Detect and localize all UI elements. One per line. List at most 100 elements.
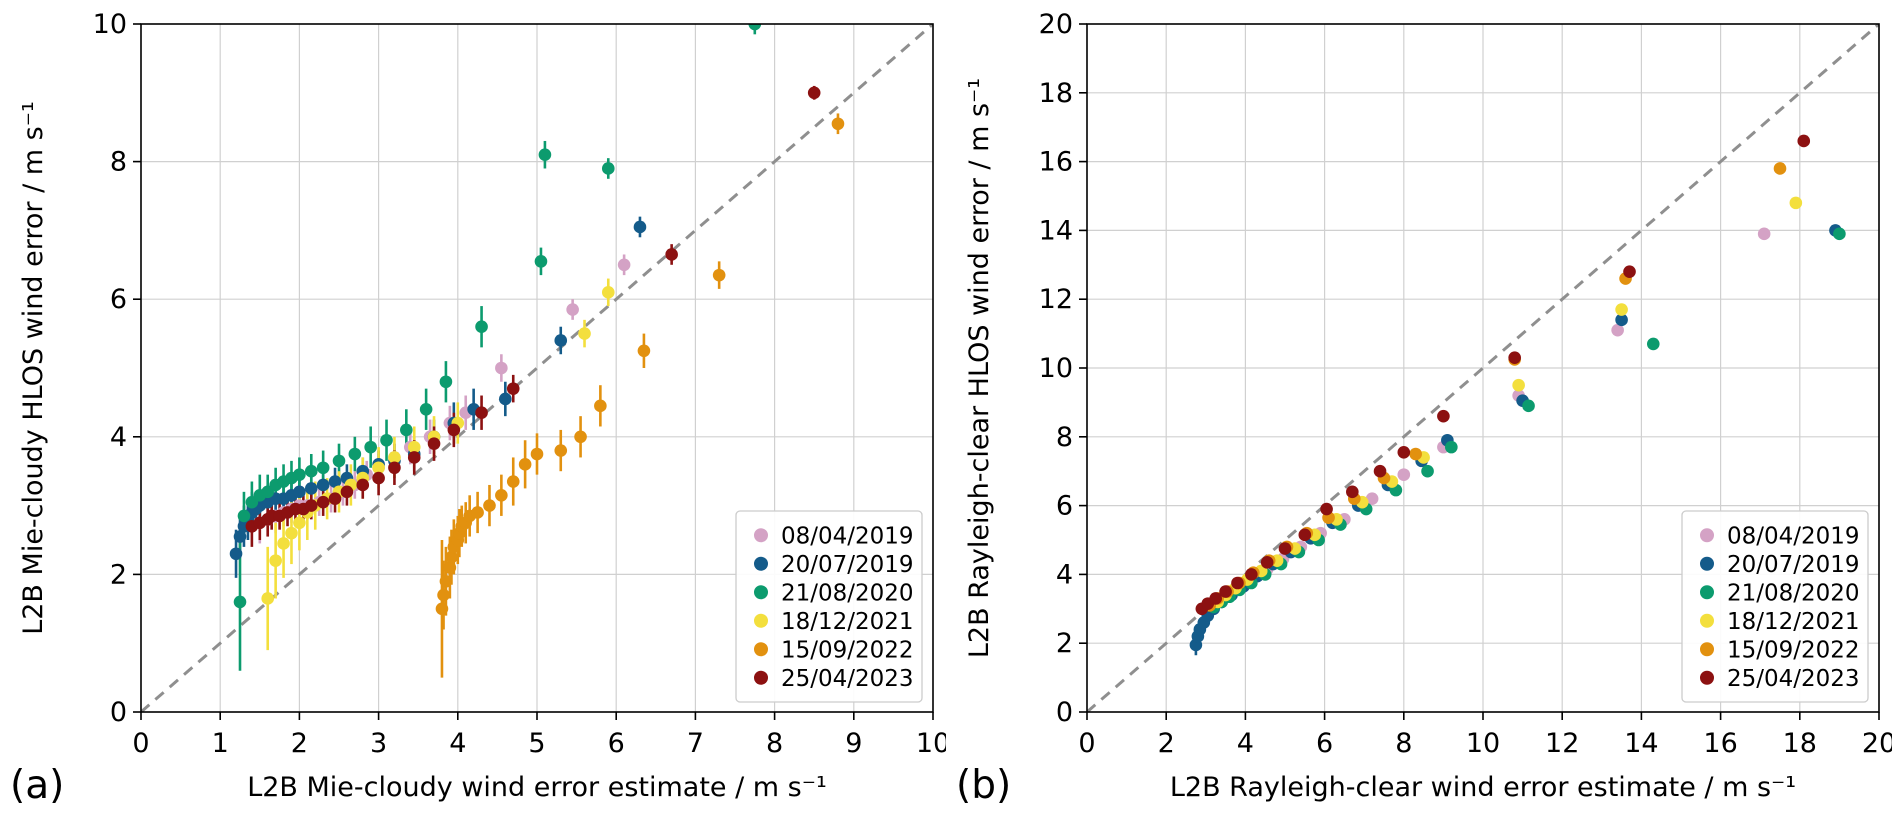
- legend-marker: [754, 613, 768, 628]
- legend-marker: [754, 528, 768, 543]
- x-tick-label: 10: [916, 728, 946, 759]
- y-tick-label: 18: [1039, 78, 1073, 109]
- legend-marker: [1700, 585, 1714, 600]
- data-point: [388, 461, 401, 475]
- data-point: [601, 162, 615, 175]
- data-point: [445, 550, 458, 564]
- mie-cloudy-scatter-chart: 0 1 2 3 4 5 6 7 8 9 10 0 2 4 6 8 10 L2B Mie-cloudy wind e…: [18, 9, 946, 803]
- data-point: [1646, 337, 1660, 351]
- data-point: [1615, 303, 1628, 316]
- x-tick-label: 2: [291, 728, 308, 759]
- legend-marker: [754, 585, 768, 600]
- legend-marker: [1700, 613, 1714, 628]
- y-tick-label: 20: [1039, 9, 1073, 40]
- data-point: [495, 361, 508, 375]
- legend-box: [735, 510, 923, 703]
- x-tick-label: 9: [845, 728, 862, 759]
- y-tick-label: 6: [110, 284, 127, 315]
- x-tick-label: 6: [1316, 728, 1333, 759]
- data-point: [293, 485, 306, 499]
- legend-marker: [1700, 556, 1714, 571]
- data-point: [285, 526, 298, 540]
- data-point: [1278, 542, 1292, 555]
- data-point: [1789, 196, 1803, 210]
- legend-label: 18/12/2021: [1727, 609, 1860, 635]
- data-point: [1615, 313, 1628, 327]
- legend-marker: [1700, 528, 1714, 543]
- data-point: [483, 499, 496, 512]
- rayleigh-clear-scatter-chart: 0 2 4 6 8 10 12 14 16 18 20 0 2 4 6 8 10 12 14 16 18 20 L2B Ra…: [964, 9, 1892, 803]
- data-point: [574, 430, 587, 444]
- data-point: [518, 458, 532, 471]
- data-point: [356, 478, 370, 492]
- data-point: [831, 117, 845, 131]
- y-tick-label: 4: [110, 422, 127, 453]
- data-point: [419, 402, 433, 416]
- x-tick-label: 0: [132, 728, 149, 759]
- data-point: [665, 248, 678, 261]
- data-point: [407, 440, 421, 454]
- legend-marker: [754, 670, 768, 685]
- x-tick-label: 4: [449, 728, 466, 759]
- data-point: [1320, 502, 1333, 516]
- data-point: [1773, 162, 1787, 175]
- data-point: [1346, 485, 1359, 499]
- x-tick-label: 3: [370, 728, 387, 759]
- data-point: [304, 499, 318, 512]
- legend-label: 20/07/2019: [1727, 552, 1860, 578]
- data-point: [439, 574, 453, 588]
- data-point: [293, 516, 306, 530]
- x-tick-label: 4: [1237, 728, 1254, 759]
- data-point: [1611, 323, 1624, 337]
- x-tick-label: 16: [1703, 728, 1737, 759]
- panel-a-label: (a): [10, 763, 65, 808]
- data-point: [269, 554, 282, 567]
- x-tick-label: 6: [608, 728, 625, 759]
- data-point: [495, 488, 508, 502]
- y-tick-label: 8: [110, 147, 127, 178]
- data-point: [1508, 351, 1521, 364]
- data-point: [316, 495, 330, 509]
- data-point: [1397, 445, 1411, 459]
- x-tick-label: 10: [1466, 728, 1500, 759]
- data-point: [340, 485, 354, 499]
- legend-label: 25/04/2023: [1727, 666, 1860, 692]
- legend-label: 08/04/2019: [781, 523, 914, 549]
- y-tick-label: 10: [1039, 353, 1073, 384]
- x-tick-label: 7: [687, 728, 704, 759]
- data-point: [712, 268, 726, 282]
- x-tick-label: 0: [1078, 728, 1095, 759]
- data-point: [554, 334, 568, 347]
- data-point: [475, 320, 488, 334]
- data-point: [1409, 447, 1422, 461]
- y-tick-label: 0: [110, 697, 127, 728]
- data-point: [807, 86, 821, 100]
- data-point: [748, 24, 762, 31]
- data-point: [233, 595, 247, 609]
- data-point: [1260, 556, 1274, 569]
- data-point: [443, 561, 457, 574]
- data-point: [617, 258, 631, 272]
- legend-label: 18/12/2021: [781, 609, 914, 635]
- data-point: [437, 588, 450, 602]
- legend-label: 25/04/2023: [781, 666, 914, 692]
- data-point: [1797, 134, 1811, 148]
- data-point: [506, 382, 520, 395]
- data-point: [1445, 440, 1458, 454]
- data-point: [633, 220, 647, 234]
- data-point: [578, 327, 591, 340]
- data-point: [293, 468, 306, 481]
- x-tick-label: 18: [1783, 728, 1817, 759]
- data-point: [229, 547, 243, 561]
- y-tick-label: 10: [93, 9, 127, 40]
- data-point: [1298, 528, 1312, 542]
- legend-label: 21/08/2020: [781, 580, 914, 606]
- data-point: [594, 399, 607, 413]
- data-point: [1231, 576, 1244, 590]
- data-point: [316, 461, 330, 475]
- y-axis-label: L2B Rayleigh-clear HLOS wind error / m s…: [964, 78, 995, 658]
- x-tick-label: 8: [766, 728, 783, 759]
- plot-area: [1087, 24, 1879, 712]
- data-point: [372, 471, 385, 485]
